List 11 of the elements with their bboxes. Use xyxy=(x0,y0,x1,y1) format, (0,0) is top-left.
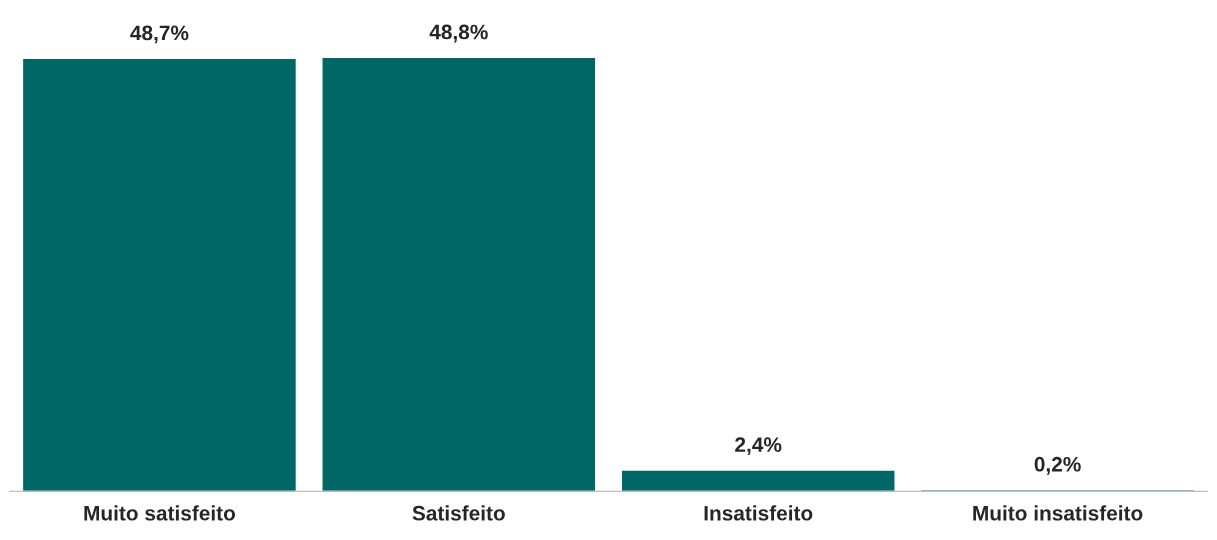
data-label: 48,7% xyxy=(130,25,189,44)
data-label: 0,2% xyxy=(1034,456,1081,475)
x-tick-label: Muito insatisfeito xyxy=(973,505,1143,521)
bar xyxy=(21,57,298,492)
data-label: 2,4% xyxy=(735,437,782,456)
x-tick-label: Insatisfeito xyxy=(704,505,813,521)
bar xyxy=(620,469,896,492)
bar xyxy=(321,56,597,492)
x-tick-label: Satisfeito xyxy=(412,505,505,521)
data-label: 48,8% xyxy=(429,24,488,43)
x-tick-label: Muito satisfeito xyxy=(84,505,236,521)
